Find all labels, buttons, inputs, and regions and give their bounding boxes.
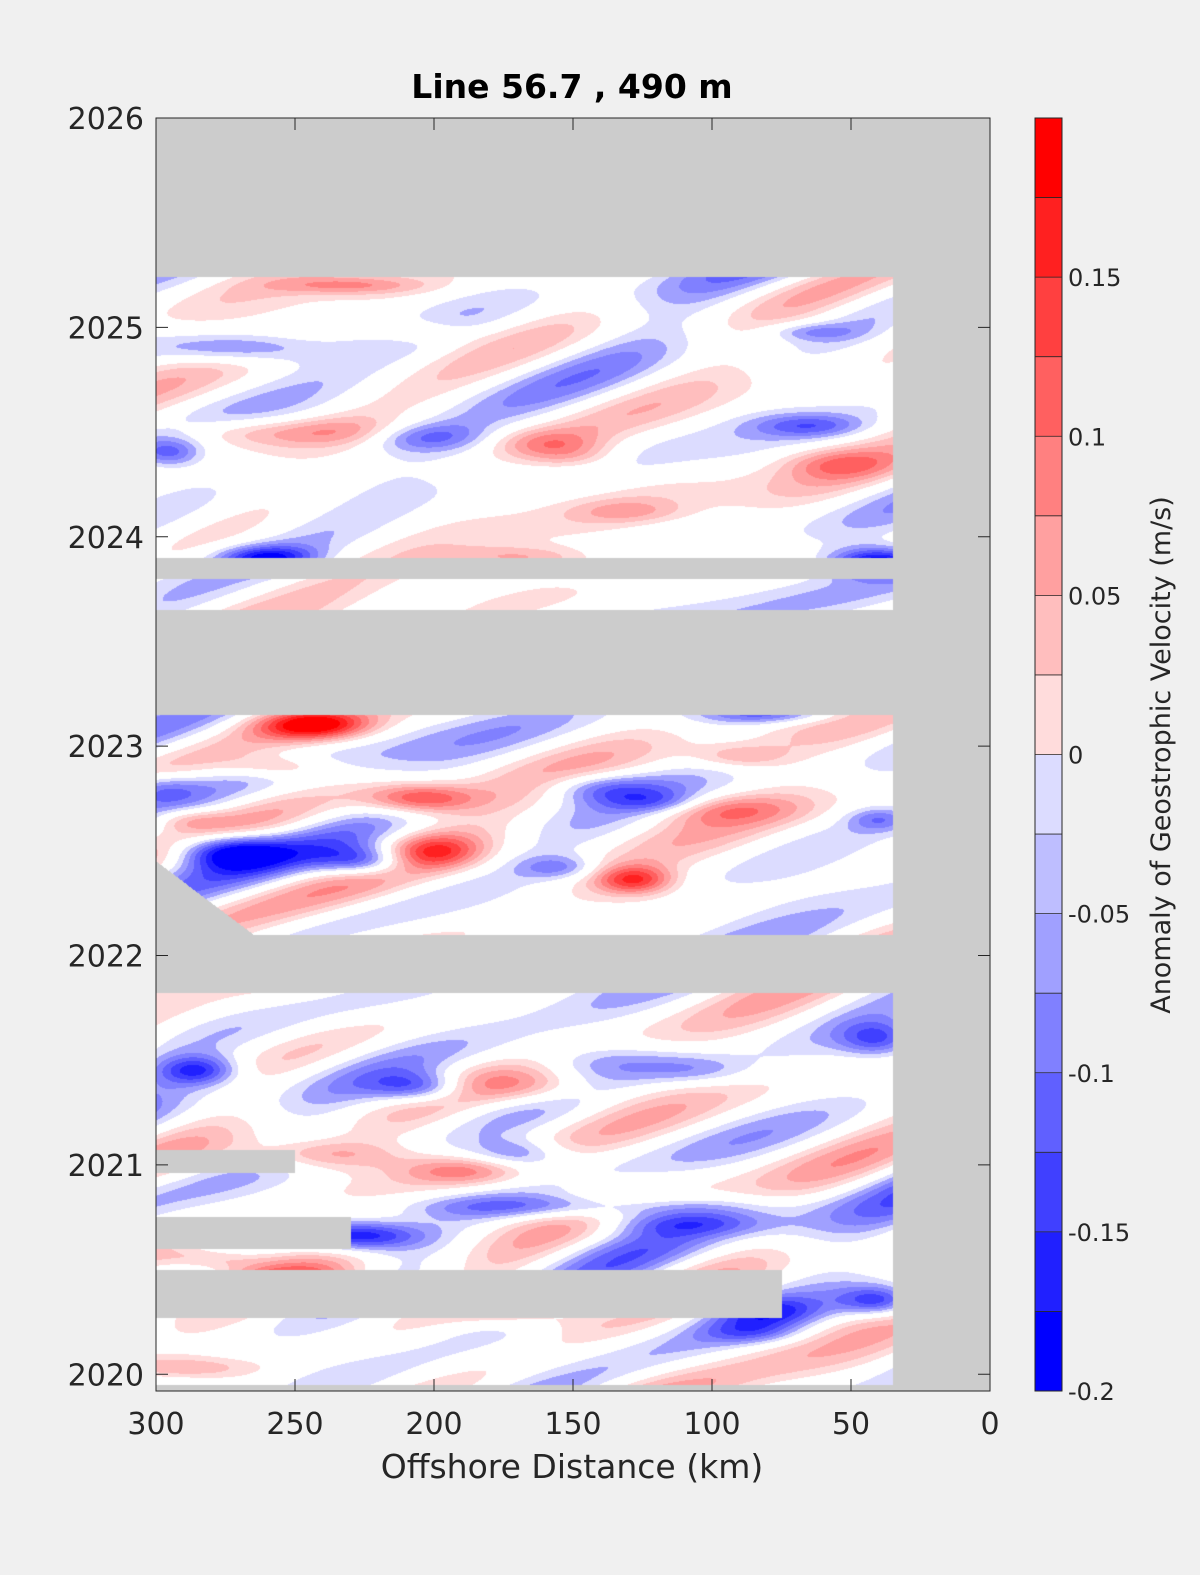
colorbar-tick-label: -0.05 <box>1068 901 1130 929</box>
colorbar-tick-label: 0 <box>1068 742 1083 770</box>
y-tick-label: 2025 <box>68 311 144 346</box>
x-tick-label: 300 <box>127 1407 184 1442</box>
x-tick-label: 200 <box>405 1407 462 1442</box>
colorbar-band <box>1035 277 1062 358</box>
colorbar-title: Anomaly of Geostrophic Velocity (m/s) <box>1146 496 1177 1014</box>
colorbar-tick-label: 0.1 <box>1068 423 1106 451</box>
colorbar-band <box>1035 118 1062 199</box>
plot-area <box>155 117 991 1392</box>
colorbar-tick-label: -0.2 <box>1068 1378 1115 1406</box>
colorbar-band <box>1035 436 1062 517</box>
colorbar-band <box>1035 197 1062 278</box>
y-axis: 2020 2021 2022 2023 2024 2025 2026 <box>68 102 990 1393</box>
x-tick-label: 250 <box>266 1407 323 1442</box>
colorbar-band <box>1035 754 1062 835</box>
y-tick-label: 2023 <box>68 730 144 765</box>
colorbar-band <box>1035 913 1062 994</box>
colorbar-band <box>1035 993 1062 1074</box>
y-tick-label: 2021 <box>68 1149 144 1184</box>
colorbar-band <box>1035 834 1062 915</box>
x-axis-title: Offshore Distance (km) <box>381 1447 763 1486</box>
colorbar-tick-label: -0.1 <box>1068 1060 1115 1088</box>
colorbar-tick-label: -0.15 <box>1068 1219 1130 1247</box>
colorbar-tick-label: 0.05 <box>1068 582 1121 610</box>
colorbar-band <box>1035 674 1062 755</box>
x-tick-label: 50 <box>832 1407 870 1442</box>
x-tick-label: 100 <box>683 1407 740 1442</box>
colorbar: -0.2 -0.15 -0.1 -0.05 0 0.05 0.1 0.15 <box>1034 117 1130 1406</box>
y-tick-label: 2020 <box>68 1358 144 1393</box>
colorbar-band <box>1035 1231 1062 1312</box>
colorbar-frame <box>1034 117 1063 1392</box>
y-tick-label: 2022 <box>68 940 144 975</box>
x-tick-label: 150 <box>544 1407 601 1442</box>
y-tick-label: 2026 <box>68 102 144 137</box>
velocity-anomaly-contours <box>156 118 990 1391</box>
chart-title: Line 56.7 , 490 m <box>411 67 732 106</box>
y-tick-label: 2024 <box>68 521 144 556</box>
colorbar-tick-label: 0.15 <box>1068 264 1121 292</box>
colorbar-band <box>1035 356 1062 437</box>
colorbar-band <box>1035 595 1062 676</box>
colorbar-band <box>1035 515 1062 596</box>
colorbar-band <box>1035 1311 1062 1392</box>
x-axis: 300 250 200 150 100 50 0 <box>127 118 1000 1442</box>
colorbar-band <box>1035 1072 1062 1153</box>
x-tick-label: 0 <box>980 1407 999 1442</box>
colorbar-band <box>1035 1152 1062 1233</box>
